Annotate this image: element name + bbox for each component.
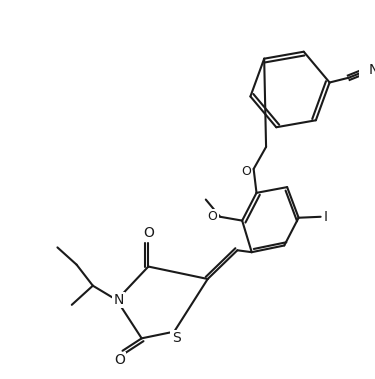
Text: S: S [172,331,180,345]
Text: I: I [323,210,327,224]
Text: N: N [114,293,124,307]
Text: O: O [114,353,125,367]
Text: N: N [368,63,375,77]
Text: O: O [143,226,154,240]
Text: O: O [241,165,251,178]
Text: O: O [207,210,218,223]
